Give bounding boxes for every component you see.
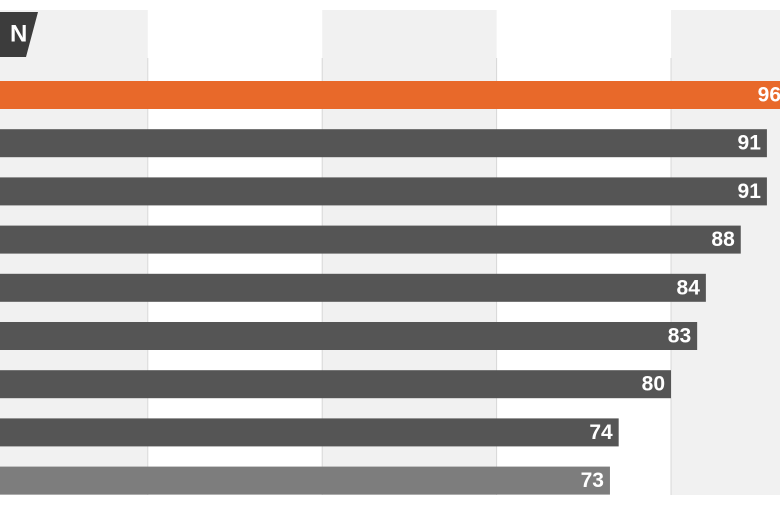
value-label: 91 [738,180,762,203]
bar [0,81,780,109]
value-label: 96 [758,84,780,107]
bar [0,370,671,399]
value-label: 83 [668,325,691,348]
bar [0,466,610,495]
value-label: 84 [677,276,701,299]
bar [0,418,619,447]
header-tag [0,12,38,57]
value-label: 73 [581,469,604,492]
value-label: 91 [738,132,762,155]
bar [0,129,767,158]
bar [0,225,741,254]
value-label: 88 [711,228,735,251]
header-tag-text: N [10,20,27,47]
bar [0,273,706,302]
value-label: 80 [642,373,665,396]
value-label: 74 [589,421,613,444]
bar [0,177,767,206]
bar [0,322,698,350]
